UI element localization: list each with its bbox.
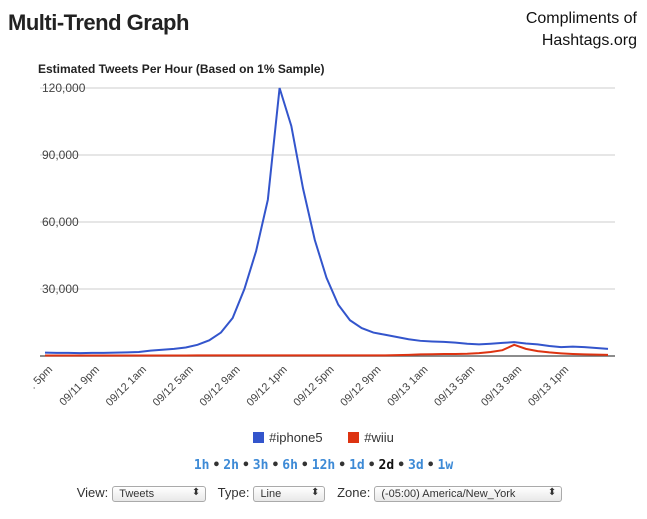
y-tick-label: 60,000 [42, 215, 79, 229]
legend-swatch-wiiu [348, 432, 360, 443]
range-6h[interactable]: 6h [282, 458, 298, 473]
credit-line-1: Compliments of [525, 10, 637, 27]
x-tick-label: 09/12 5pm [291, 364, 336, 409]
credit-line-2: Hashtags.org [541, 32, 637, 49]
zone-value: (-05:00) America/New_York [381, 488, 516, 500]
time-range-selector: 1h • 2h • 3h • 6h • 12h • 1d • 2d • 3d • 1w [0, 458, 647, 473]
x-tick-label: 09/11 9pm [57, 364, 102, 409]
legend-label: #iphone5 [269, 430, 323, 445]
range-3d[interactable]: 3d [408, 458, 424, 473]
range-12h[interactable]: 12h [311, 458, 336, 473]
separator-dot: • [367, 458, 376, 473]
x-tick-label: 09/12 1pm [244, 364, 289, 409]
type-value: Line [260, 488, 282, 500]
legend-item-iphone5[interactable]: #iphone5 [253, 430, 323, 445]
legend: #iphone5 #wiiu [0, 430, 647, 445]
zone-label: Zone: [337, 485, 371, 500]
separator-dot: • [426, 458, 435, 473]
range-3h[interactable]: 3h [252, 458, 269, 473]
series-line [45, 343, 609, 357]
view-value: Tweets [119, 488, 155, 500]
series-wiiu [44, 343, 609, 357]
x-tick-label: 09/12 5am [151, 364, 196, 409]
x-tick-label: 09/13 9am [479, 364, 524, 409]
zone-select[interactable]: (-05:00) America/New_York [374, 486, 563, 502]
y-tick-label: 90,000 [42, 148, 79, 162]
separator-dot: • [241, 458, 250, 473]
view-label: View: [76, 485, 109, 500]
range-1d[interactable]: 1d [349, 458, 365, 473]
range-2h[interactable]: 2h [223, 458, 239, 473]
separator-dot: • [271, 458, 280, 473]
x-tick-label: 09/13 1am [385, 364, 430, 409]
legend-label: #wiiu [364, 430, 394, 445]
range-1h[interactable]: 1h [193, 458, 210, 473]
x-tick-label: 09/12 9am [198, 364, 243, 409]
credit: Compliments of Hashtags.org [526, 8, 637, 52]
x-tick-label: 09/13 5am [432, 364, 477, 409]
page-title: Multi-Trend Graph [8, 10, 189, 35]
x-tick-label: 09/12 9pm [338, 364, 383, 409]
separator-dot: • [300, 458, 309, 473]
legend-item-wiiu[interactable]: #wiiu [348, 430, 394, 445]
range-2d[interactable]: 2d [378, 458, 395, 473]
x-tick-label: 09/12 1am [104, 364, 149, 409]
series-line [44, 87, 609, 355]
legend-swatch-iphone5 [253, 432, 265, 443]
x-tick-label: 09/13 1pm [526, 364, 571, 409]
range-1w[interactable]: 1w [437, 458, 454, 473]
type-select[interactable]: Line [253, 486, 326, 502]
type-label: Type: [217, 485, 250, 500]
separator-dot: • [397, 458, 406, 473]
y-tick-label: 30,000 [42, 282, 79, 296]
y-tick-label: 120,000 [42, 81, 86, 95]
view-select[interactable]: Tweets [112, 486, 207, 502]
series-iphone5 [44, 87, 609, 355]
chart-title: Estimated Tweets Per Hour (Based on 1% S… [38, 62, 325, 76]
separator-dot: • [338, 458, 347, 473]
controls: View: Tweets Type: Line Zone: (-05:00) Amer… [0, 485, 647, 502]
separator-dot: • [212, 458, 221, 473]
x-tick-label: . 5pm [27, 364, 55, 392]
